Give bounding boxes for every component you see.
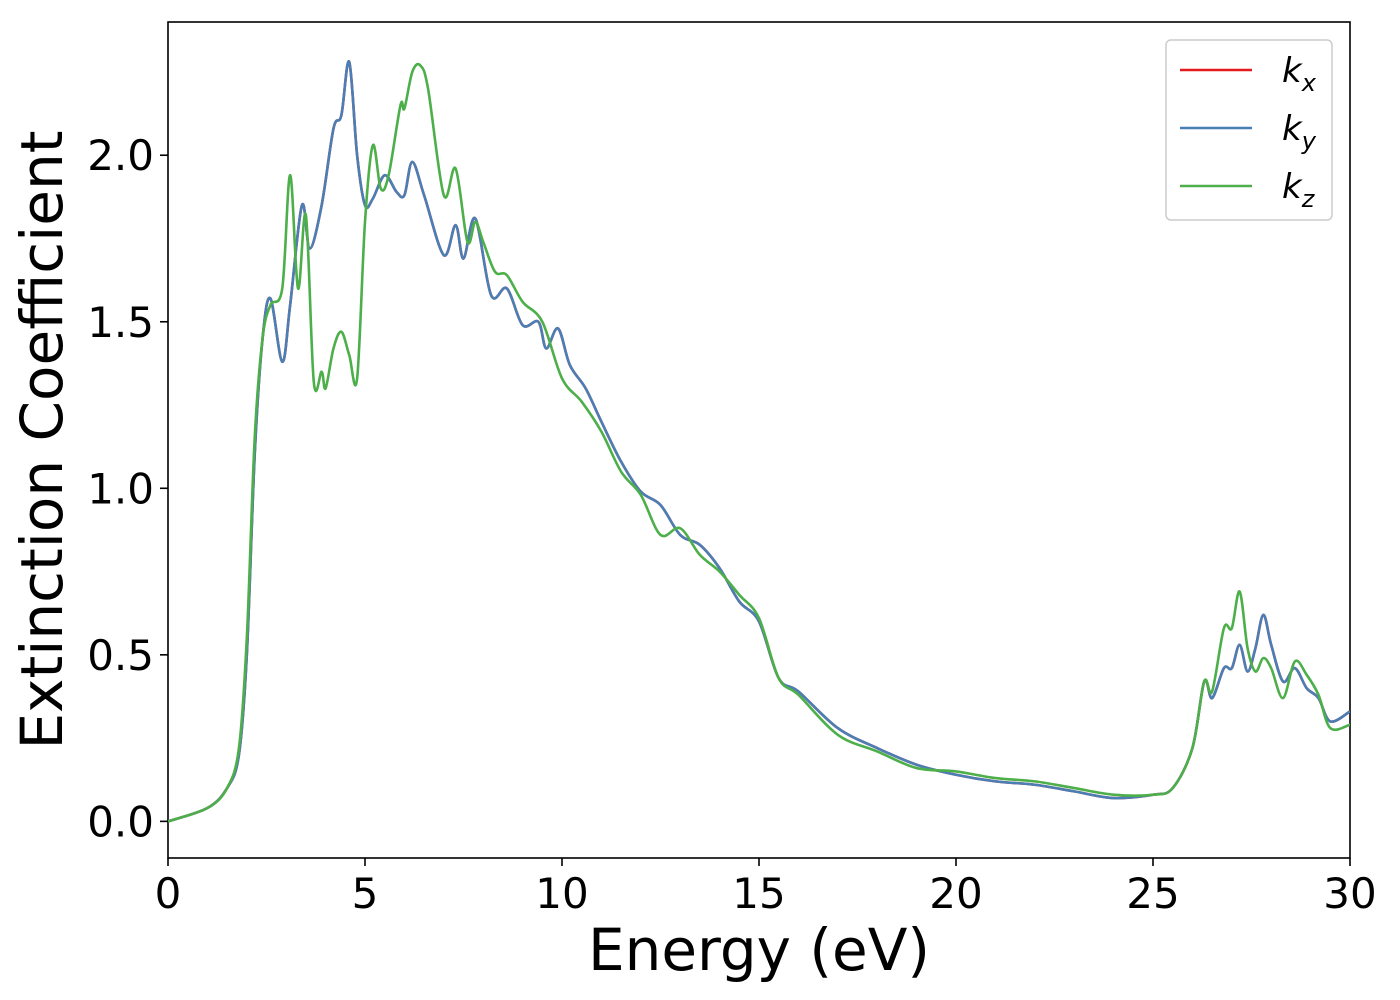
series-line-z <box>168 62 1350 823</box>
legend: kx ky kz <box>1165 39 1333 221</box>
y-tick-label: 2.0 <box>87 131 154 180</box>
x-tick-label: 10 <box>535 869 588 918</box>
y-tick-label: 1.5 <box>87 298 154 347</box>
legend-box <box>1165 39 1333 221</box>
legend-label-x: kx <box>1282 51 1317 97</box>
x-tick-label: 0 <box>155 869 182 918</box>
x-tick-label: 30 <box>1323 869 1376 918</box>
x-tick-label: 20 <box>929 869 982 918</box>
x-axis-ticks: 0 5 10 15 20 25 30 <box>155 858 1377 918</box>
legend-label-z: kz <box>1282 167 1316 213</box>
y-axis-ticks: 0.0 0.5 1.0 1.5 2.0 <box>87 131 168 846</box>
x-tick-label: 5 <box>352 869 379 918</box>
y-tick-label: 0.5 <box>87 631 154 680</box>
series-lines <box>168 60 1350 823</box>
x-tick-label: 25 <box>1126 869 1179 918</box>
y-tick-label: 1.0 <box>87 464 154 513</box>
x-tick-label: 15 <box>732 869 785 918</box>
x-axis-label: Energy (eV) <box>588 916 930 984</box>
y-axis-label: Extinction Coefficient <box>8 131 76 750</box>
y-tick-label: 0.0 <box>87 797 154 846</box>
legend-label-y: ky <box>1282 109 1317 155</box>
